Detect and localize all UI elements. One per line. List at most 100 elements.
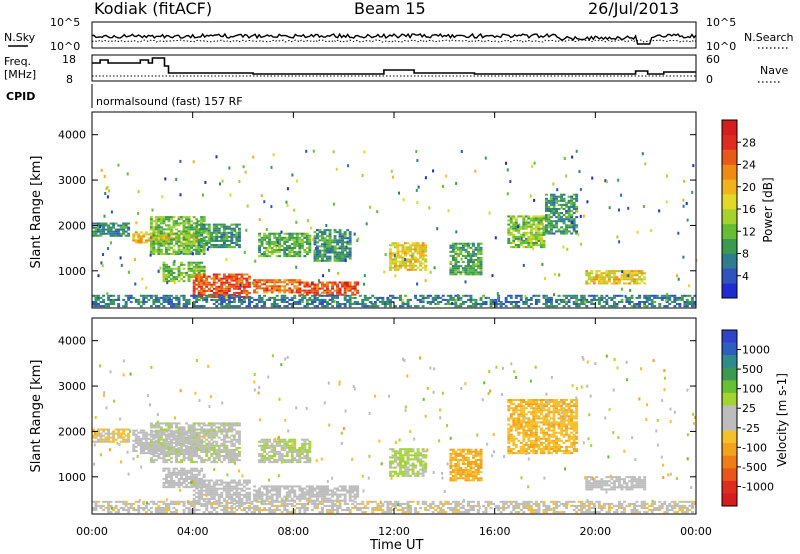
heatmap-cell bbox=[187, 455, 191, 458]
heatmap-cell bbox=[356, 291, 360, 294]
heatmap-cell bbox=[195, 441, 199, 444]
heatmap-cell bbox=[316, 235, 319, 238]
heatmap-cell bbox=[421, 250, 425, 253]
heatmap-cell bbox=[220, 491, 224, 494]
heatmap-cell bbox=[469, 259, 473, 262]
heatmap-cell bbox=[570, 201, 574, 204]
heatmap-cell bbox=[149, 433, 153, 436]
heatmap-cell bbox=[560, 220, 564, 223]
heatmap-cell bbox=[200, 438, 204, 441]
heatmap-cell bbox=[424, 246, 428, 249]
heatmap-cell bbox=[127, 436, 131, 439]
heatmap-cell bbox=[154, 436, 158, 439]
heatmap-cell bbox=[172, 250, 176, 253]
heatmap-cell bbox=[190, 467, 194, 470]
heatmap-cell bbox=[514, 296, 518, 299]
heatmap-cell bbox=[192, 479, 196, 482]
heatmap-cell bbox=[537, 219, 541, 222]
heatmap-cell bbox=[472, 305, 475, 308]
heatmap-cell bbox=[240, 298, 244, 301]
heatmap-cell bbox=[270, 289, 274, 292]
heatmap-cell bbox=[351, 285, 355, 288]
heatmap-cell bbox=[192, 450, 196, 453]
heatmap-cell bbox=[175, 442, 179, 445]
heatmap-cell bbox=[149, 442, 153, 445]
heatmap-cell bbox=[207, 422, 211, 425]
heatmap-cell bbox=[157, 250, 161, 253]
heatmap-cell bbox=[300, 242, 304, 245]
heatmap-cell bbox=[680, 296, 684, 299]
heatmap-cell bbox=[625, 276, 629, 279]
heatmap-cell bbox=[394, 244, 397, 247]
heatmap-cell bbox=[258, 281, 262, 284]
heatmap-cell bbox=[305, 234, 309, 237]
heatmap-cell bbox=[99, 438, 103, 441]
heatmap-cell bbox=[597, 298, 601, 301]
heatmap-cell bbox=[373, 303, 377, 306]
heatmap-cell bbox=[230, 438, 234, 441]
heatmap-cell bbox=[195, 495, 199, 498]
heatmap-cell bbox=[537, 229, 541, 232]
heatmap-cell bbox=[195, 265, 199, 268]
heatmap-cell bbox=[300, 457, 304, 460]
heatmap-cell bbox=[154, 242, 158, 245]
heatmap-cell bbox=[180, 448, 184, 451]
heatmap-cell bbox=[351, 303, 355, 306]
heatmap-cell bbox=[227, 287, 231, 290]
heatmap-cell bbox=[227, 450, 231, 453]
heatmap-cell bbox=[225, 303, 229, 306]
heatmap-cell bbox=[167, 459, 171, 462]
heatmap-cell bbox=[429, 270, 432, 274]
heatmap-cell bbox=[238, 227, 241, 230]
heatmap-cell bbox=[509, 227, 513, 230]
heatmap-cell bbox=[479, 261, 483, 264]
heatmap-cell bbox=[182, 435, 186, 438]
heatmap-cell bbox=[177, 480, 181, 483]
heatmap-cell bbox=[260, 255, 264, 258]
heatmap-cell bbox=[293, 438, 297, 441]
heatmap-cell bbox=[605, 294, 609, 297]
heatmap-cell bbox=[190, 475, 194, 478]
heatmap-cell bbox=[305, 303, 309, 306]
heatmap-cell bbox=[293, 303, 297, 306]
heatmap-cell bbox=[401, 301, 405, 304]
heatmap-cell bbox=[222, 225, 226, 228]
heatmap-cell bbox=[326, 487, 329, 490]
heatmap-cell bbox=[104, 428, 108, 431]
heatmap-cell bbox=[152, 232, 156, 235]
heatmap-cell bbox=[230, 479, 234, 482]
heatmap-cell bbox=[190, 269, 194, 272]
heatmap-cell bbox=[225, 491, 229, 494]
heatmap-cell bbox=[170, 477, 173, 480]
heatmap-cell bbox=[260, 279, 264, 282]
heatmap-cell bbox=[267, 247, 270, 250]
heatmap-cell bbox=[512, 242, 516, 245]
heatmap-cell bbox=[177, 222, 181, 225]
heatmap-cell bbox=[464, 257, 468, 260]
heatmap-cell bbox=[389, 266, 392, 269]
heatmap-cell bbox=[459, 265, 463, 268]
heatmap-cell bbox=[162, 445, 166, 448]
heatmap-cell bbox=[220, 283, 224, 286]
heatmap-cell bbox=[180, 232, 184, 235]
heatmap-cell bbox=[159, 248, 163, 251]
heatmap-cell bbox=[175, 278, 179, 281]
heatmap-cell bbox=[295, 455, 299, 458]
heatmap-cell bbox=[222, 275, 226, 278]
heatmap-cell bbox=[248, 481, 251, 484]
heatmap-cell bbox=[124, 440, 128, 443]
heatmap-cell bbox=[522, 242, 526, 245]
heatmap-cell bbox=[230, 239, 234, 242]
heatmap-cell bbox=[597, 303, 601, 306]
heatmap-cell bbox=[197, 469, 201, 472]
heatmap-cell bbox=[323, 497, 327, 500]
heatmap-cell bbox=[253, 493, 257, 496]
heatmap-cell bbox=[436, 301, 440, 304]
heatmap-cell bbox=[167, 296, 171, 299]
heatmap-cell bbox=[313, 493, 317, 496]
heatmap-cell bbox=[149, 294, 153, 297]
heatmap-cell bbox=[175, 467, 179, 470]
heatmap-cell bbox=[154, 294, 158, 297]
heatmap-cell bbox=[139, 241, 143, 244]
heatmap-cell bbox=[235, 239, 239, 242]
